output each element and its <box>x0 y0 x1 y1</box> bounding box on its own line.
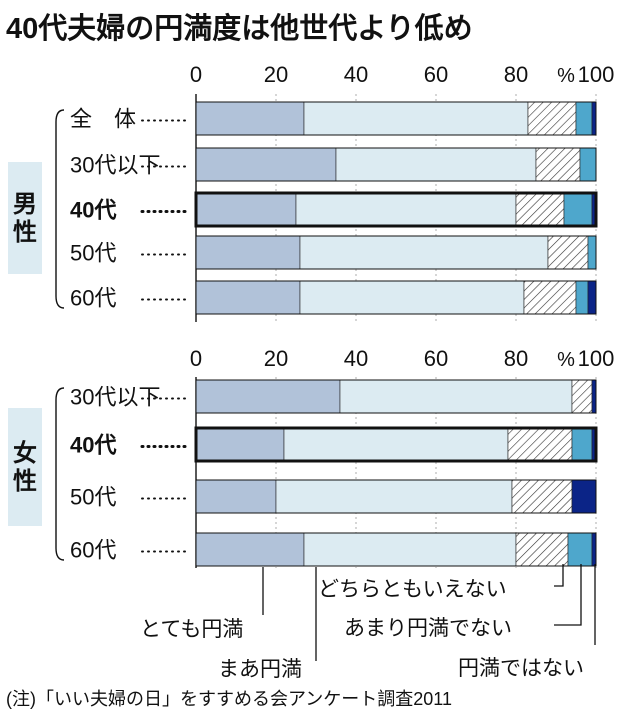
x-tick-label: 20 <box>264 346 288 371</box>
category-label: 30代以下 <box>70 153 160 178</box>
bar-segment <box>515 192 565 227</box>
bar-segment <box>335 147 537 182</box>
legend-leader-lines <box>262 564 596 661</box>
bar-segment <box>587 235 597 270</box>
bar-outline <box>195 280 597 315</box>
category-label: 50代 <box>70 485 116 510</box>
group-label-char: 女 <box>13 439 37 467</box>
x-tick-label: 60 <box>424 62 448 87</box>
bar-segment <box>579 147 597 182</box>
bar-segment <box>567 532 593 567</box>
bar-segment <box>195 532 305 567</box>
bar-segment <box>523 280 577 315</box>
chart-title: 40代夫婦の円満度は他世代より低め <box>6 11 473 45</box>
group-label-box <box>8 162 42 274</box>
bar-segment <box>571 427 593 462</box>
x-tick-label: 80 <box>504 62 528 87</box>
legend-label-somewhat-satisfied: まあ円満 <box>218 658 302 681</box>
bar-outline <box>195 479 597 514</box>
bar-outline <box>195 379 597 414</box>
category-label: 60代 <box>70 286 116 311</box>
x-tick-label: 100 <box>578 62 615 87</box>
bar-segment <box>571 379 593 414</box>
unit-label: % <box>557 349 575 371</box>
bar-segment <box>575 101 593 136</box>
bar-segment <box>195 101 305 136</box>
bar-segment <box>195 427 285 462</box>
unit-label: % <box>557 65 575 87</box>
chart-panel-female: 0 20 40 60 80 100% 女性 30代以下 40代 50代 60代 <box>8 346 614 568</box>
bar-outline <box>195 101 597 136</box>
bar-segment <box>299 235 549 270</box>
category-label: 40代 <box>70 433 116 458</box>
bar-segment <box>339 379 573 414</box>
x-tick-label: 80 <box>504 346 528 371</box>
bar-segment <box>591 379 597 414</box>
legend-label-neither: どちらともいえない <box>318 578 507 601</box>
bar-outline <box>195 147 597 182</box>
legend-label-very-satisfied: とても円満 <box>140 618 243 641</box>
source-note: (注)「いい夫婦の日」をすすめる会アンケート調査2011 <box>6 689 452 709</box>
category-label: 50代 <box>70 241 116 266</box>
group-label-char: 性 <box>13 468 37 495</box>
bar-segment <box>295 192 517 227</box>
x-tick-label: 20 <box>264 62 288 87</box>
x-tick-label: 0 <box>190 346 202 371</box>
category-label: 30代以下 <box>70 385 160 410</box>
bar-segment <box>195 280 301 315</box>
bar-segment <box>303 532 517 567</box>
bar-outline-emphasized <box>194 191 598 228</box>
bar-segment <box>511 479 573 514</box>
bar-segment <box>195 235 301 270</box>
x-tick-label: 40 <box>344 62 368 87</box>
bar-segment <box>507 427 573 462</box>
category-label: 60代 <box>70 538 116 563</box>
bar-segment <box>275 479 513 514</box>
chart-panel-male: 0 20 40 60 80 100% 男性 全 体 30代以下 40代 50代 60代 <box>8 62 614 322</box>
x-tick-label: 100 <box>578 346 615 371</box>
bar-segment <box>575 280 589 315</box>
bar-segment <box>515 532 569 567</box>
category-label: 40代 <box>70 198 116 223</box>
group-bracket <box>55 109 65 309</box>
bar-segment <box>563 192 593 227</box>
bar-segment <box>283 427 509 462</box>
x-tick-label: 40 <box>344 346 368 371</box>
bar-segment <box>195 379 341 414</box>
bar-segment <box>527 101 577 136</box>
bar-segment <box>591 532 597 567</box>
bar-outline <box>195 532 597 567</box>
group-label-box <box>8 408 42 526</box>
bar-segment <box>195 192 297 227</box>
x-tick-label: 0 <box>190 62 202 87</box>
bar-segment <box>547 235 589 270</box>
bar-segment <box>195 479 277 514</box>
bar-segment <box>591 101 597 136</box>
group-bracket <box>55 387 65 561</box>
bar-segment <box>303 101 529 136</box>
group-label-char: 性 <box>13 219 37 246</box>
legend-label-not-very: あまり円満でない <box>344 617 512 640</box>
bar-outline <box>195 235 597 270</box>
x-tick-label: 60 <box>424 346 448 371</box>
category-label: 全 体 <box>70 107 136 132</box>
legend-label-not-at-all: 円満ではない <box>458 657 584 680</box>
bar-segment <box>587 280 597 315</box>
bar-segment <box>299 280 525 315</box>
bar-segment <box>571 479 597 514</box>
bar-segment <box>195 147 337 182</box>
bar-outline-emphasized <box>194 426 598 463</box>
bar-segment <box>535 147 581 182</box>
group-label-char: 男 <box>13 191 37 218</box>
